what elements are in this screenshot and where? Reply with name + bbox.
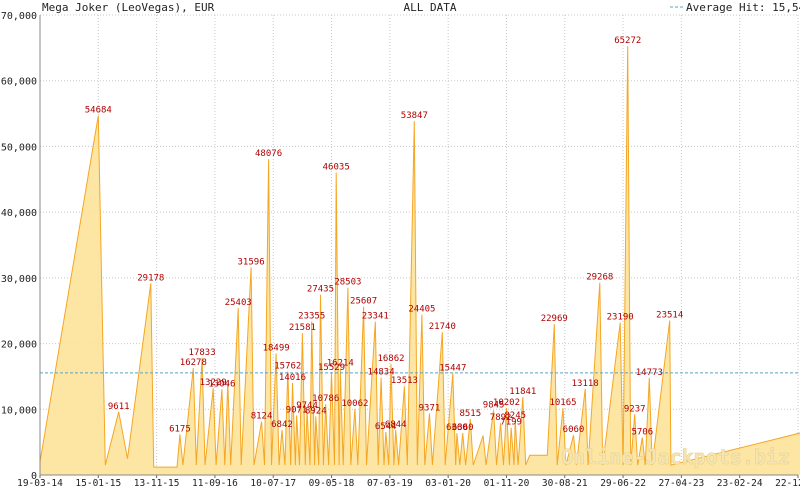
data-label: 9611 <box>108 402 130 412</box>
data-label: 16278 <box>180 358 207 368</box>
x-tick-label: 03-01-20 <box>425 478 471 489</box>
y-tick-label: 70,000 <box>1 11 37 22</box>
y-tick-label: 0 <box>31 471 37 482</box>
x-tick-label: 22-12-24 <box>775 478 800 489</box>
data-label: 10202 <box>493 398 520 408</box>
x-tick-label: 19-03-14 <box>17 478 63 489</box>
x-tick-label: 27-04-23 <box>659 478 705 489</box>
x-tick-label: 13-11-15 <box>134 478 180 489</box>
data-label: 16862 <box>377 354 404 364</box>
data-label: 15762 <box>274 361 301 371</box>
data-label: 5706 <box>631 428 653 438</box>
chart-title: Mega Joker (LeoVegas), EUR <box>42 1 215 14</box>
x-tick-label: 11-09-16 <box>192 478 238 489</box>
watermark: Online-Jackpots.biz <box>561 445 790 469</box>
y-tick-label: 10,000 <box>1 405 37 416</box>
data-label: 8924 <box>305 406 327 416</box>
data-label: 10786 <box>312 394 339 404</box>
y-tick-label: 40,000 <box>1 208 37 219</box>
y-tick-label: 60,000 <box>1 77 37 88</box>
y-tick-label: 20,000 <box>1 340 37 351</box>
data-label: 22969 <box>541 314 568 324</box>
data-label: 25607 <box>350 297 377 307</box>
data-label: 13513 <box>391 376 418 386</box>
data-label: 14016 <box>279 373 306 383</box>
data-label: 6175 <box>169 424 191 434</box>
data-label: 13229 <box>200 378 227 388</box>
series-line <box>39 46 800 468</box>
data-label: 16214 <box>327 358 354 368</box>
data-label: 10165 <box>549 398 576 408</box>
data-label: 48076 <box>255 149 282 159</box>
data-label: 6842 <box>271 420 293 430</box>
data-label: 8124 <box>251 412 273 422</box>
data-label: 21581 <box>289 323 316 333</box>
data-label: 7892 <box>490 413 512 423</box>
x-tick-label: 07-03-19 <box>367 478 413 489</box>
data-label: 8245 <box>504 411 526 421</box>
data-label: 11841 <box>509 387 536 397</box>
data-label: 9744 <box>296 401 318 411</box>
data-label: 14834 <box>368 368 395 378</box>
legend-average-label: Average Hit: 15,541 <box>686 1 800 14</box>
data-label: 9237 <box>624 404 646 414</box>
x-tick-label: 29-06-22 <box>600 478 646 489</box>
data-label: 23341 <box>362 312 389 322</box>
data-label: 23190 <box>607 313 634 323</box>
data-label: 6544 <box>375 422 397 432</box>
data-label: 23514 <box>656 310 683 320</box>
data-label: 13046 <box>208 379 235 389</box>
data-label: 10062 <box>341 399 368 409</box>
grid <box>40 14 799 475</box>
legend: Average Hit: 15,541 <box>670 1 800 14</box>
data-label: 8515 <box>459 409 481 419</box>
data-label: 24405 <box>408 305 435 315</box>
data-label: 6360 <box>446 423 468 433</box>
data-label: 9371 <box>419 403 441 413</box>
data-label: 6360 <box>452 423 474 433</box>
data-label: 27435 <box>307 285 334 295</box>
data-label: 15529 <box>318 363 345 373</box>
data-label: 18499 <box>263 343 290 353</box>
data-label: 14773 <box>636 368 663 378</box>
y-tick-label: 30,000 <box>1 274 37 285</box>
data-label: 7199 <box>500 418 522 428</box>
x-tick-label: 30-08-21 <box>542 478 588 489</box>
data-label: 6844 <box>385 420 407 430</box>
data-label: 29268 <box>586 273 613 283</box>
data-label: 31596 <box>238 257 265 267</box>
data-label: 9845 <box>483 400 505 410</box>
data-label: 29178 <box>137 273 164 283</box>
x-tick-label: 15-01-15 <box>75 478 121 489</box>
axes: 0 10,000 20,000 30,000 40,000 50,000 60,000 70,… <box>1 11 800 489</box>
data-label: 17833 <box>189 348 216 358</box>
x-tick-label: 09-05-18 <box>309 478 355 489</box>
x-tick-label: 23-02-24 <box>717 478 763 489</box>
data-label: 21740 <box>429 322 456 332</box>
data-label: 28503 <box>334 278 361 288</box>
data-label: 6060 <box>563 425 585 435</box>
y-tick-label: 50,000 <box>1 142 37 153</box>
data-label: 9071 <box>286 405 308 415</box>
data-label: 13118 <box>572 379 599 389</box>
data-label: 54684 <box>85 106 112 116</box>
data-label: 65272 <box>614 36 641 46</box>
data-label: 46035 <box>323 162 350 172</box>
data-label: 53847 <box>401 111 428 121</box>
data-label: 25403 <box>225 298 252 308</box>
data-label: 23355 <box>298 312 325 322</box>
x-tick-label: 10-07-17 <box>250 478 296 489</box>
x-tick-label: 01-11-20 <box>484 478 530 489</box>
data-label: 15447 <box>439 363 466 373</box>
chart-subtitle: ALL DATA <box>404 1 457 14</box>
plot-area <box>39 46 800 475</box>
